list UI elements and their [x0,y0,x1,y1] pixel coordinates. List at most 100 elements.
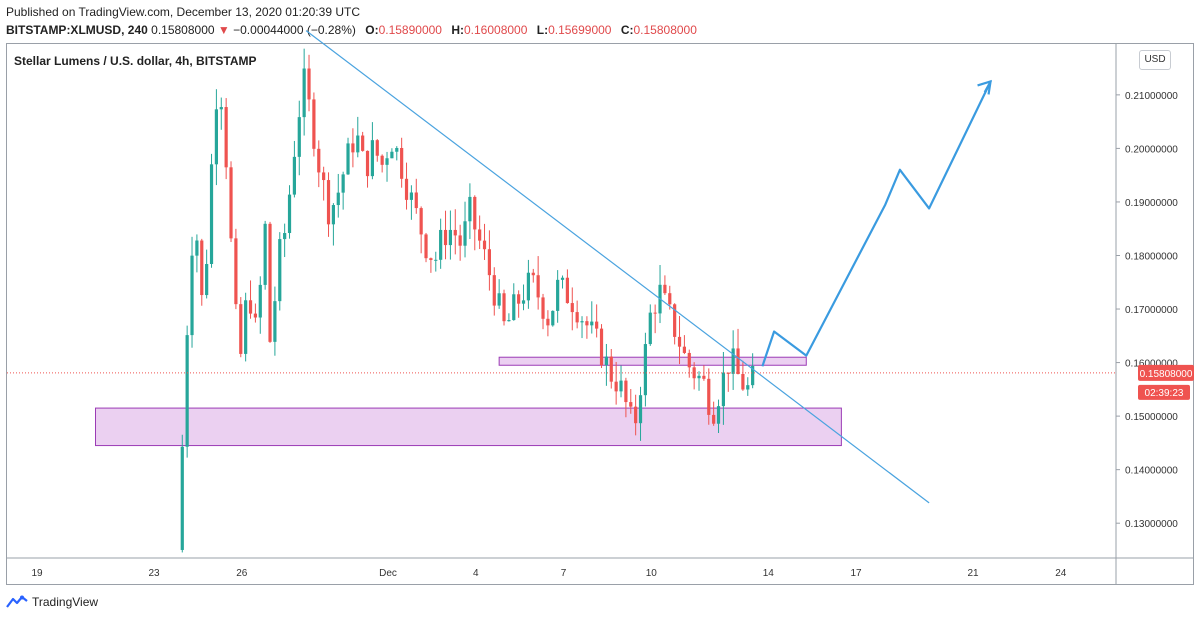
forecast-path[interactable] [761,80,992,367]
chart-frame[interactable] [6,43,1194,585]
change-down-icon: ▼ [217,23,230,37]
candle-body [614,381,618,392]
candle-body [575,312,579,323]
tradingview-logo-icon [6,595,28,608]
countdown-tag [1138,384,1190,400]
candle-body [375,140,379,156]
candle-body [448,229,452,246]
candle-body [468,196,472,222]
candle-body [317,148,321,173]
current-price-tag [1138,364,1194,381]
candle-body [400,147,404,179]
candle-body [434,259,438,261]
candle-body [292,156,296,195]
candle-body [487,249,491,276]
y-tick-label: 0.19000000 [1125,198,1178,209]
candle-body [590,321,594,326]
candle-body [312,99,316,149]
candle-body [585,321,589,326]
candle-body [736,348,740,375]
currency-button[interactable]: USD [1139,50,1171,70]
candle-body [604,356,608,366]
x-tick-label: 10 [646,568,658,579]
open-value: 0.15890000 [378,23,442,37]
support-zone[interactable] [498,356,807,366]
candle-body [390,151,394,159]
y-tick-label: 0.13000000 [1125,519,1178,530]
candle-body [365,150,370,177]
candle-body [653,312,657,314]
candle-body [443,229,448,246]
y-tick-label: 0.15000000 [1125,412,1178,423]
candle-body [721,372,725,407]
candle-body [302,68,306,118]
candle-body [283,233,287,240]
candle-body [497,293,501,306]
candle-body [512,294,516,321]
candle-body [478,229,482,241]
candle-body [205,264,209,296]
candle-body [521,300,526,304]
candle-body [336,192,340,206]
candle-body [258,284,262,318]
candle-body [702,375,706,379]
y-tick-label: 0.14000000 [1125,466,1178,477]
candle-body [482,240,487,250]
x-tick-label: 19 [31,568,43,579]
candle-body [331,205,335,225]
chart-legend-title: Stellar Lumens / U.S. dollar, 4h, BITSTA… [14,54,257,68]
high-label: H: [451,23,464,37]
candle-body [346,143,350,175]
candle-body [502,293,506,322]
y-tick-label: 0.18000000 [1125,251,1178,262]
candle-body [322,172,326,181]
open-label: O: [365,23,379,37]
candle-body [385,158,389,165]
high-value: 0.16008000 [464,23,528,37]
candle-body [229,167,233,239]
published-line: Published on TradingView.com, December 1… [6,5,360,19]
candle-body [560,277,565,280]
low-label: L: [536,23,549,37]
candle-body [463,221,467,246]
candle-body [634,406,638,424]
candle-body [287,194,292,234]
candle-body [546,318,550,326]
candle-body [185,335,189,447]
candle-body [404,178,409,200]
candle-body [648,312,652,345]
candle-body [439,229,443,260]
candle-body [239,304,243,354]
candle-body [307,68,311,100]
candle-body [453,229,457,236]
candle-body [541,297,545,319]
forecast-arrowhead [977,79,992,95]
low-value: 0.15699000 [548,23,612,37]
candle-body [414,192,418,209]
candle-body [268,223,272,342]
candle-body [395,147,399,152]
candle-body [361,135,365,151]
candle-body [200,240,204,296]
y-tick-label: 0.20000000 [1125,144,1178,155]
footer-brand[interactable]: TradingView [6,595,98,609]
countdown-value: 02:39:23 [1145,388,1184,399]
candle-body [278,239,282,302]
candle-body [624,380,628,403]
descending-trendline[interactable] [305,30,930,504]
candle-body [712,414,716,424]
candle-body [682,346,686,353]
candle-body [716,406,721,424]
candle-body [526,272,530,301]
y-tick-label: 0.17000000 [1125,305,1178,316]
candle-body [687,352,691,368]
support-zone[interactable] [95,407,842,447]
candle-body [248,300,253,314]
candle-body [697,375,701,379]
candle-body [190,255,194,336]
x-tick-label: 21 [967,568,979,579]
close-label: C: [620,23,634,37]
candle-body [370,140,374,177]
candle-body [356,135,360,153]
